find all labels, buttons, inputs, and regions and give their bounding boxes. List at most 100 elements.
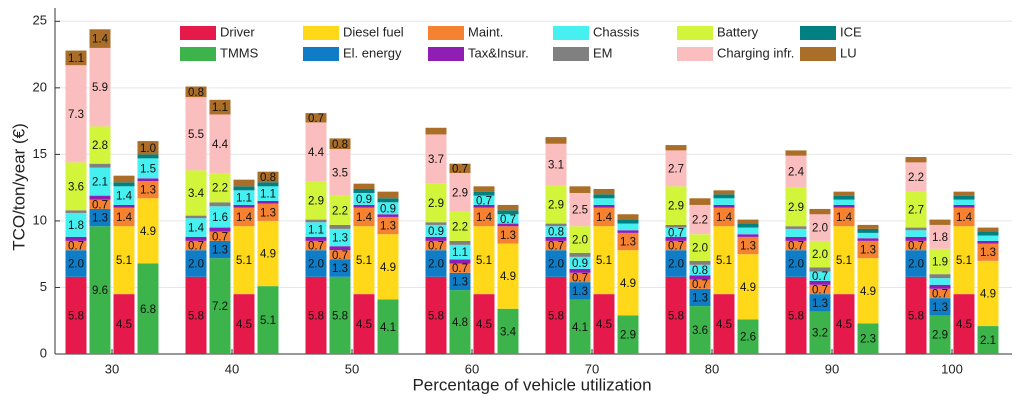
data-label: 5.1 — [116, 255, 132, 267]
bar-segment — [137, 158, 159, 179]
bar-segment — [809, 280, 831, 285]
bar-segment — [857, 323, 879, 354]
bar-segment — [617, 223, 639, 231]
bar-segment — [377, 191, 399, 199]
bar-segment — [737, 254, 759, 320]
data-label: 1.3 — [92, 213, 108, 225]
bar-segment — [257, 186, 279, 201]
bar-segment — [497, 204, 519, 211]
legend-swatch — [303, 26, 339, 40]
bar-segment — [137, 141, 159, 155]
bar-segment — [713, 207, 735, 227]
bar-segment — [497, 210, 519, 215]
y-axis-title: TCO/ton/year (€) — [9, 123, 28, 251]
bar-segment — [89, 167, 111, 196]
bar-segment — [449, 263, 471, 273]
data-label: 5.8 — [428, 310, 444, 322]
data-label: 1.4 — [92, 34, 109, 46]
bar-segment — [665, 186, 687, 225]
bar-segment — [977, 240, 999, 244]
data-label: 2.0 — [692, 243, 708, 255]
bar-segment — [545, 226, 567, 237]
data-label: 5.1 — [236, 255, 252, 267]
bar-segment — [185, 240, 207, 251]
bar-segment — [689, 260, 711, 265]
bar-segment — [689, 204, 711, 235]
bar-segment — [953, 294, 975, 354]
data-label: 1.4 — [476, 212, 493, 224]
bar-segment — [89, 126, 111, 164]
data-label: 1.3 — [332, 233, 348, 245]
bar-segment — [929, 284, 951, 289]
bar-segment — [473, 294, 495, 354]
bar-segment — [617, 230, 639, 233]
bar-segment — [905, 236, 927, 241]
data-label: 5.1 — [716, 255, 732, 267]
data-label: 4.9 — [860, 286, 876, 298]
data-label: 4.9 — [140, 226, 156, 238]
bar-segment — [905, 191, 927, 228]
data-label: 5.8 — [68, 310, 84, 322]
data-label: 2.8 — [92, 140, 108, 152]
data-label: 0.7 — [548, 241, 564, 253]
data-label: 4.5 — [836, 319, 852, 331]
bar-segment — [113, 182, 135, 187]
bar-segment — [905, 162, 927, 192]
data-label: 3.4 — [188, 188, 205, 200]
bar-segment — [569, 256, 591, 269]
x-tick-label: 60 — [465, 361, 479, 376]
data-label: 4.9 — [500, 271, 516, 283]
bar-segment — [857, 258, 879, 324]
bar-segment — [425, 183, 447, 223]
bar-segment — [89, 163, 111, 168]
data-label: 1.1 — [308, 225, 324, 237]
bar-segment — [185, 86, 207, 98]
bar-segment — [329, 195, 351, 225]
bar-segment — [233, 294, 255, 354]
bar-segment — [425, 224, 447, 237]
bar-segment — [113, 226, 135, 295]
bar-segment — [65, 240, 87, 251]
data-label: 5.1 — [356, 255, 372, 267]
bar-segment — [593, 294, 615, 354]
bar-segment — [785, 240, 807, 251]
bar-segment — [89, 226, 111, 354]
data-label: 2.2 — [212, 183, 228, 195]
x-tick-label: 90 — [825, 361, 839, 376]
data-label: 1.1 — [68, 53, 84, 65]
data-label: 4.1 — [572, 322, 588, 334]
bar-segment — [713, 198, 735, 205]
bar-segment — [713, 194, 735, 199]
bar-segment — [329, 224, 351, 229]
bar-segment — [905, 157, 927, 163]
data-label: 1.4 — [956, 212, 973, 224]
bar-segment — [65, 65, 87, 163]
data-label: 9.6 — [92, 285, 108, 297]
bar-segment — [497, 223, 519, 227]
bar-segment — [305, 222, 327, 237]
bar-segment — [737, 227, 759, 235]
data-label: 1.8 — [932, 232, 948, 244]
bar-segment — [473, 226, 495, 295]
bar-segment — [569, 226, 591, 253]
bar-segment — [89, 195, 111, 200]
bar-segment — [953, 226, 975, 295]
bar-segment — [497, 243, 519, 309]
bar-segment — [473, 191, 495, 196]
bar-segment — [977, 235, 999, 241]
bar-segment — [233, 186, 255, 191]
bar-segment — [113, 186, 135, 205]
bar-segment — [113, 175, 135, 183]
bar-segment — [113, 207, 135, 227]
bar-segment — [665, 276, 687, 354]
data-label: 1.3 — [452, 277, 468, 289]
bar-segment — [977, 260, 999, 327]
data-label: 2.0 — [812, 223, 828, 235]
bar-segment — [329, 276, 351, 354]
bar-segment — [209, 231, 231, 241]
data-label: 0.7 — [668, 227, 684, 239]
bar-segment — [209, 240, 231, 259]
data-label: 0.7 — [668, 241, 684, 253]
bar-segment — [905, 250, 927, 277]
bar-segment — [593, 188, 615, 195]
